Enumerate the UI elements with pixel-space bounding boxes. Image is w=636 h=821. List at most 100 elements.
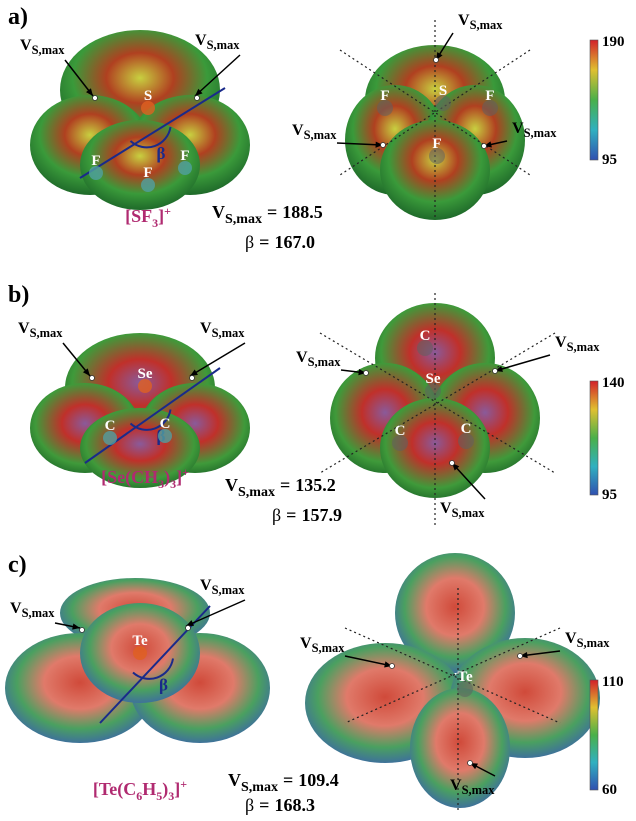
formula-part: + [164,204,171,218]
formula-part: [Se(CH [101,467,158,488]
formula-part: + [180,777,187,791]
vs-max-value: 188.5 [282,202,323,222]
vs-subscript: S,max [462,783,496,797]
page: a)βSFFFVS,maxVS,maxSFFFVS,maxVS,maxVS,ma… [0,0,636,821]
vs-max-point [186,626,191,631]
vs-symbol: V [195,32,207,49]
atom-label: C [395,423,406,439]
atom-label: F [380,88,389,104]
vs-subscript: S,max [30,326,64,340]
vs-symbol: V [512,120,524,137]
vs-subscript: S,max [241,780,278,795]
vs-symbol: V [10,600,22,617]
vs-max-label: VS,max [20,37,65,57]
vs-subscript: S,max [308,355,342,369]
atom-label: S [439,83,447,99]
vs-max-point [364,371,369,376]
equals: = [280,475,290,495]
vs-subscript: S,max [22,606,56,620]
vs-subscript: S,max [304,128,338,142]
vs-max-label: VS,max [555,334,600,354]
beta-symbol: β [157,144,166,163]
atom-label: F [180,148,189,164]
vs-symbol: V [450,777,462,794]
panel: b)βSeCCVS,maxVS,maxCSeCCVS,maxVS,maxVS,m… [8,282,625,528]
vs-symbol: V [18,320,30,337]
vs-max-point [518,654,523,659]
vs-subscript: S,max [452,506,486,520]
vs-max-label: VS,max [195,32,240,52]
equals: = [286,505,296,525]
vs-subscript: S,max [567,340,601,354]
equals: = [267,202,277,222]
vs-subscript: S,max [577,636,611,650]
vs-symbol: V [292,122,304,139]
figure: a)βSFFFVS,maxVS,maxSFFFVS,maxVS,maxVS,ma… [0,0,636,821]
formula-part: H [142,779,156,799]
vs-max-label: VS,max [300,635,345,655]
vs-symbol: V [20,37,32,54]
formula: [Te(C6H5)3]+ [93,777,187,803]
atom-label: Te [132,633,148,649]
beta-symbol: β [245,232,254,252]
atom-label: Te [457,669,473,685]
beta-symbol: β [272,505,281,525]
vs-subscript: S,max [238,485,275,500]
vs-symbol: V [440,500,452,517]
atom-label: S [144,88,152,104]
colorbar [590,40,598,160]
vs-max-result: VS,max=188.5 [212,202,323,227]
beta-value: 157.9 [301,505,342,525]
vs-subscript: S,max [524,126,558,140]
atom-label: Se [138,366,153,382]
vs-max-point [390,664,395,669]
beta-value: 167.0 [274,232,315,252]
colorbar [590,680,598,790]
vs-max-point [482,144,487,149]
formula-part: [SF [125,206,152,226]
vs-max-label: VS,max [458,12,503,32]
vs-max-point [93,96,98,101]
vs-subscript: S,max [207,38,241,52]
colorbar-min: 95 [602,152,617,168]
atom-label: C [461,421,472,437]
vs-symbol: V [300,635,312,652]
atom-label: F [91,153,100,169]
equals: = [259,232,269,252]
beta-symbol: β [159,676,168,695]
vs-subscript: S,max [470,18,504,32]
panel-label: a) [8,4,28,30]
colorbar-max: 140 [602,375,625,391]
vs-subscript: S,max [32,43,66,57]
vs-symbol: V [228,770,241,790]
vs-symbol: V [296,349,308,366]
vs-max-point [493,369,498,374]
beta-result: β=168.3 [245,795,315,815]
vs-max-value: 109.4 [298,770,339,790]
vs-subscript: S,max [212,326,246,340]
vs-subscript: S,max [312,641,346,655]
formula: [SF3]+ [125,204,171,230]
vs-max-label: VS,max [200,320,245,340]
vs-max-point [381,143,386,148]
atom-label: F [485,88,494,104]
atom-label: F [432,136,441,152]
arrow [495,355,550,371]
vs-symbol: V [212,202,225,222]
vs-max-point [450,461,455,466]
panel: c)βTeVS,maxVS,maxTeVS,maxVS,maxVS,max[Te… [5,552,624,815]
formula-part: [Te(C [93,779,136,800]
vs-symbol: V [200,320,212,337]
atom-label: C [105,418,116,434]
vs-symbol: V [200,577,212,594]
vs-max-label: VS,max [10,600,55,620]
beta-result: β=157.9 [272,505,342,525]
vs-max-point [90,376,95,381]
equals: = [259,795,269,815]
vs-max-value: 135.2 [295,475,336,495]
formula-part: + [182,465,189,479]
vs-max-label: VS,max [565,630,610,650]
vs-max-result: VS,max=135.2 [225,475,336,500]
atom-label: C [420,328,431,344]
